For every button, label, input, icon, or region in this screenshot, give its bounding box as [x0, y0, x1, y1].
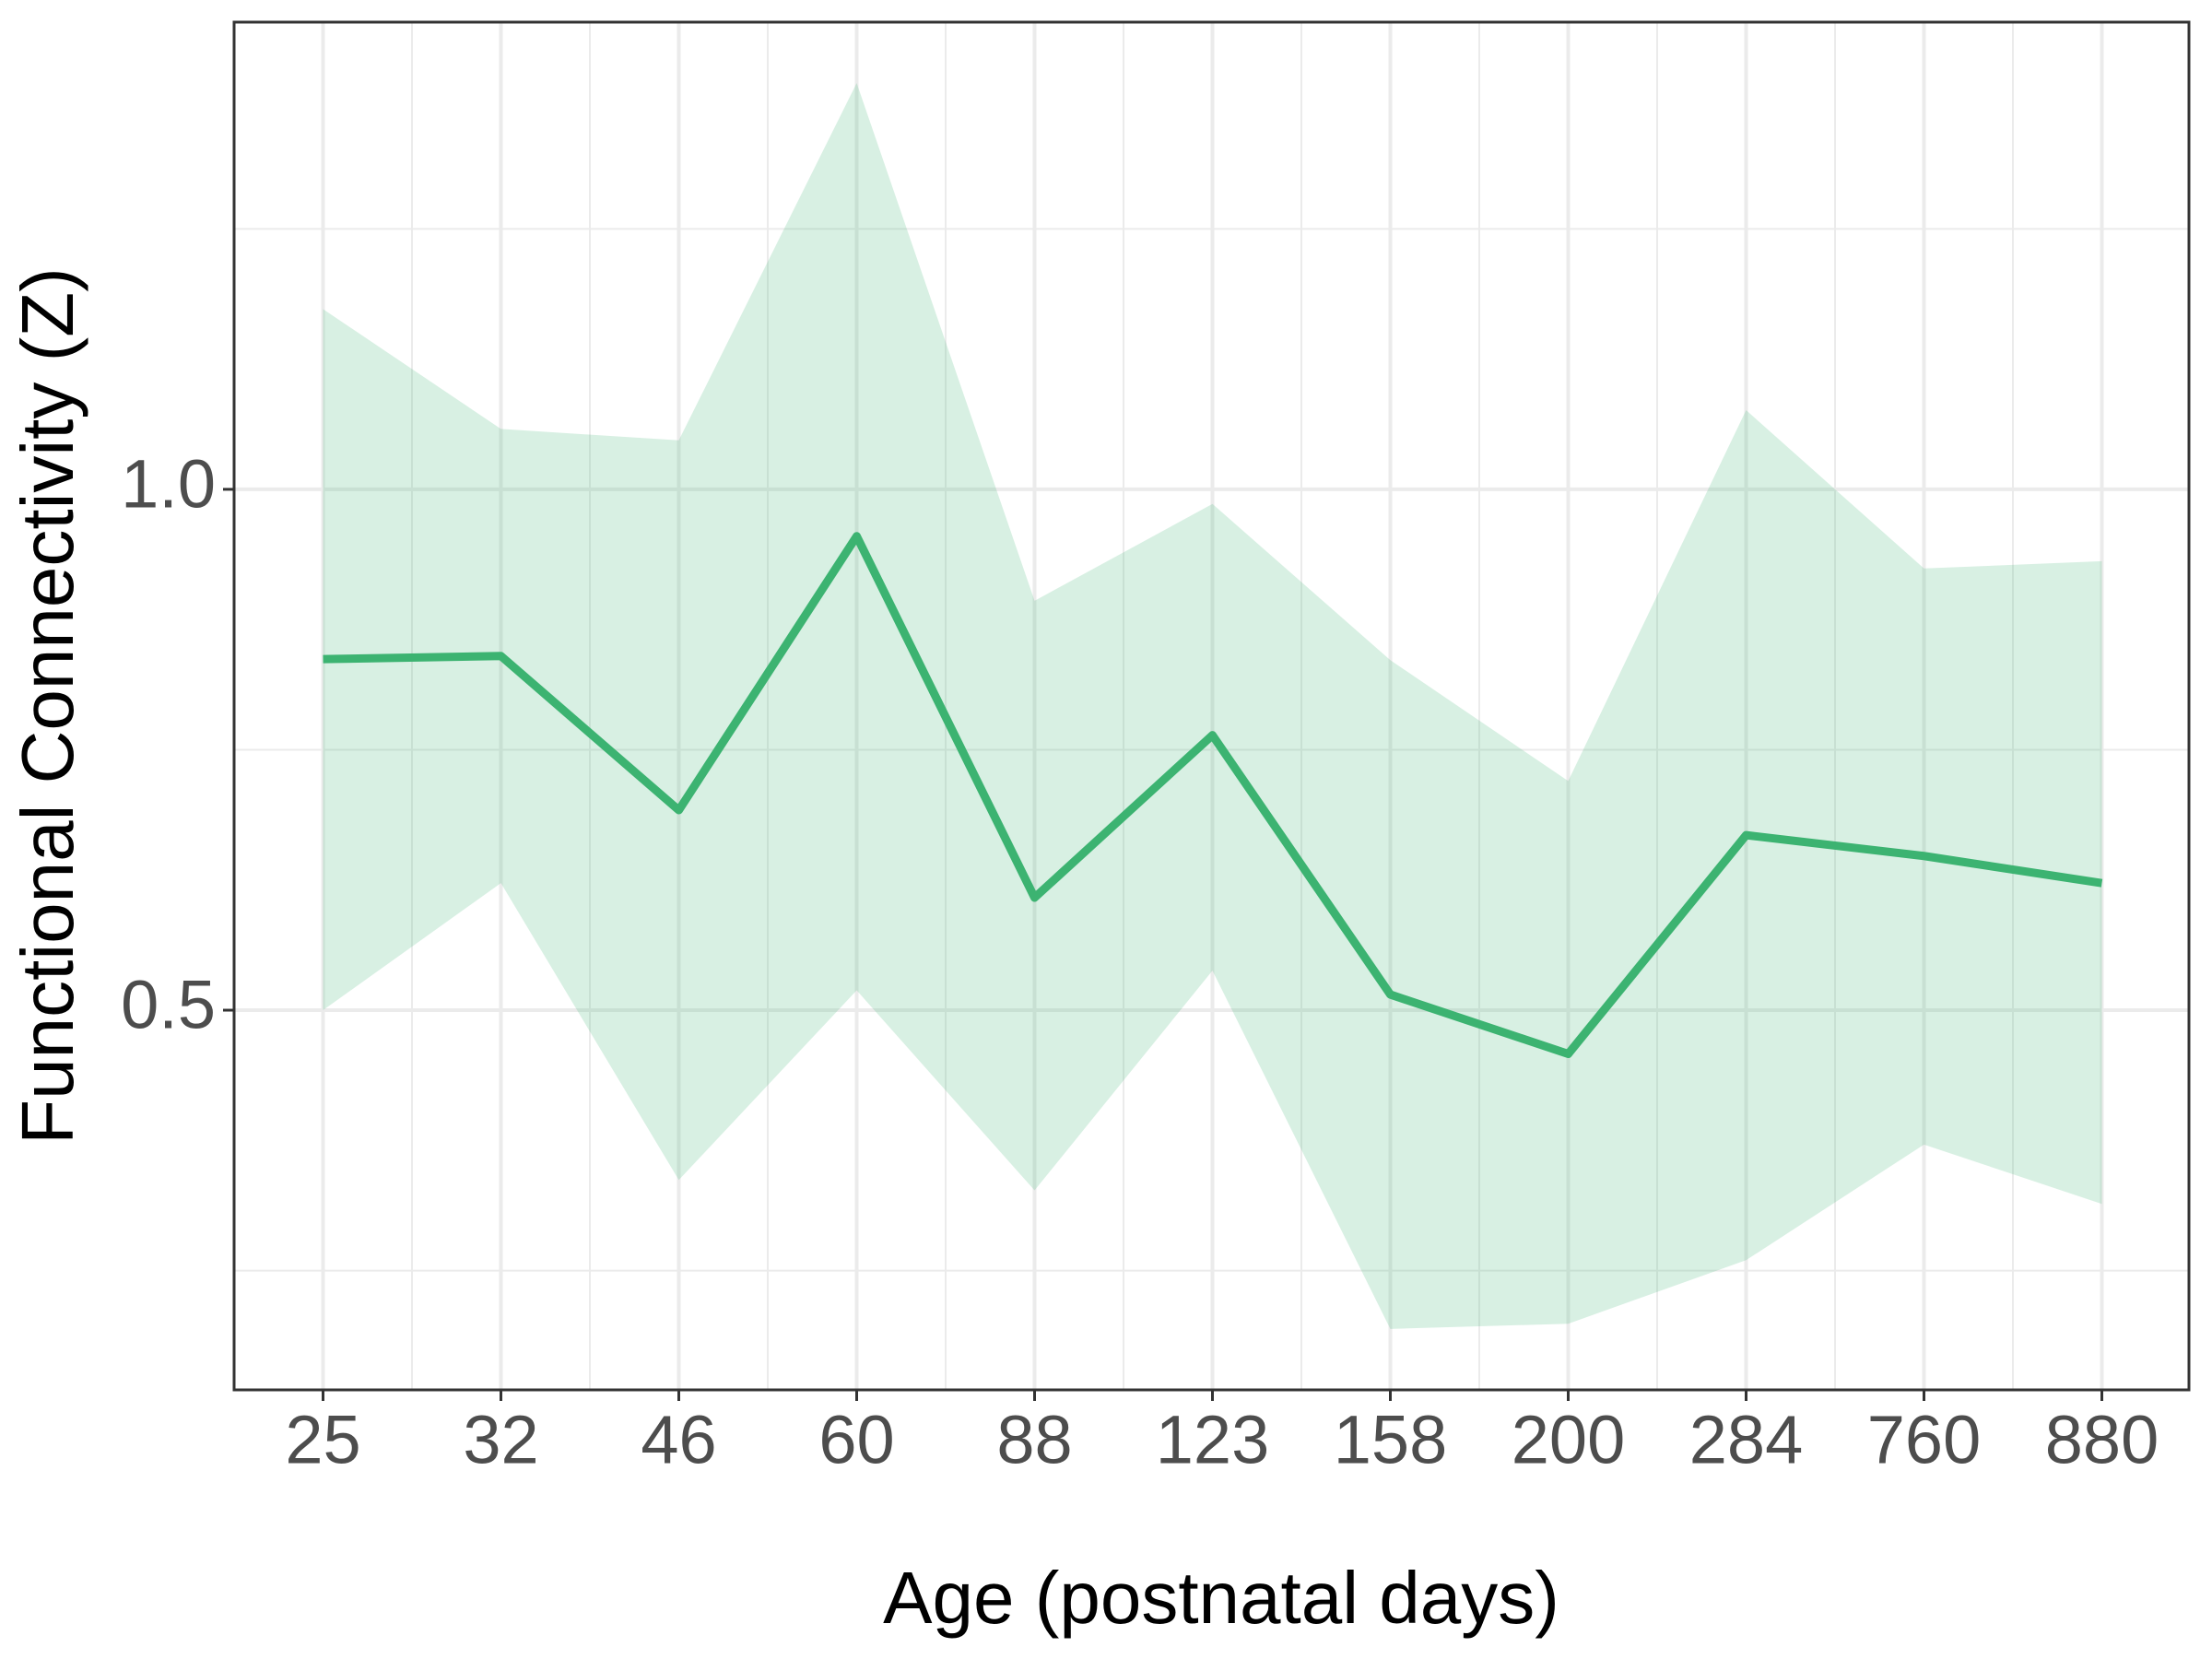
x-tick-label: 46: [641, 1402, 716, 1478]
x-tick-label: 158: [1334, 1402, 1447, 1478]
confidence-band: [323, 83, 2102, 1329]
x-tick-label: 32: [463, 1402, 538, 1478]
y-axis-title: Functional Connectivity (Z): [6, 267, 88, 1144]
x-tick-label: 88: [996, 1402, 1072, 1478]
x-tick-label: 25: [285, 1402, 360, 1478]
x-tick-label: 123: [1156, 1402, 1269, 1478]
plot-border: [232, 20, 2191, 1392]
x-tick-label: 760: [1867, 1402, 1981, 1478]
x-tick-label: 284: [1689, 1402, 1803, 1478]
y-tick-label: 0.5: [121, 967, 216, 1043]
line: [323, 532, 2103, 1058]
y-tick-label: 1.0: [121, 445, 216, 522]
x-axis-title: Age (postnatal days): [883, 1557, 1559, 1639]
x-tick-label: 60: [818, 1402, 894, 1478]
x-tick-label: 880: [2045, 1402, 2159, 1478]
x-tick-label: 200: [1512, 1402, 1625, 1478]
